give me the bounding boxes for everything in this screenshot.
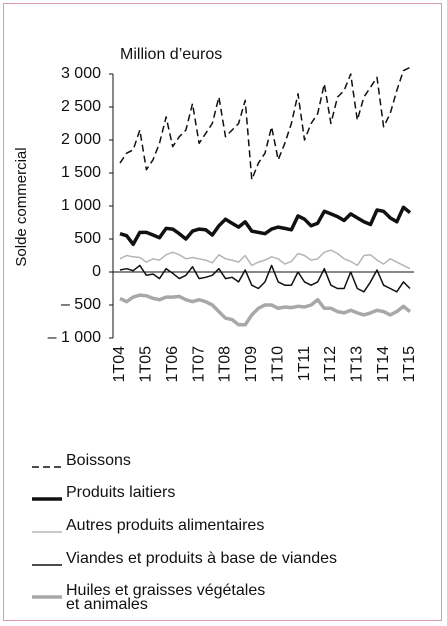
legend-label: Autres produits alimentaires xyxy=(66,517,265,534)
y-tick-label: 1 500 xyxy=(61,164,101,181)
legend-label: Huiles et graisses végétales et animales xyxy=(66,582,266,613)
legend-label: Boissons xyxy=(66,452,131,469)
x-tick-label: 1T14 xyxy=(375,346,392,383)
y-tick-label: 2 000 xyxy=(61,131,101,148)
y-axis-label: Solde commercial xyxy=(13,147,30,266)
x-tick-label: 1T15 xyxy=(401,346,418,383)
series-line xyxy=(119,264,411,293)
y-tick-label: 2 500 xyxy=(61,98,101,115)
y-tick-label: 3 000 xyxy=(61,65,101,82)
y-tick-label: – 1 000 xyxy=(48,329,101,346)
series-line xyxy=(119,249,411,270)
legend-label: Produits laitiers xyxy=(66,484,176,501)
x-tick-label: 1T07 xyxy=(190,346,207,383)
x-tick-label: 1T13 xyxy=(348,346,365,383)
x-tick-label: 1T10 xyxy=(269,346,286,383)
x-tick-label: 1T06 xyxy=(164,346,181,383)
chart-title: Million d’euros xyxy=(120,46,222,63)
y-tick-label: 0 xyxy=(92,263,101,280)
series-line xyxy=(119,205,412,247)
series-line xyxy=(119,66,411,181)
x-tick-label: 1T09 xyxy=(243,346,260,383)
legend-label: Viandes et produits à base de viandes xyxy=(66,550,338,567)
series-line xyxy=(119,293,412,327)
x-tick-label: 1T12 xyxy=(322,346,339,383)
x-tick-label: 1T11 xyxy=(296,346,313,381)
x-tick-label: 1T05 xyxy=(138,346,155,383)
y-tick-label: 500 xyxy=(74,230,101,247)
x-tick-label: 1T08 xyxy=(217,346,234,383)
x-tick-label: 1T04 xyxy=(111,346,128,383)
y-tick-label: – 500 xyxy=(61,296,101,313)
y-tick-label: 1 000 xyxy=(61,197,101,214)
frame xyxy=(3,3,442,621)
